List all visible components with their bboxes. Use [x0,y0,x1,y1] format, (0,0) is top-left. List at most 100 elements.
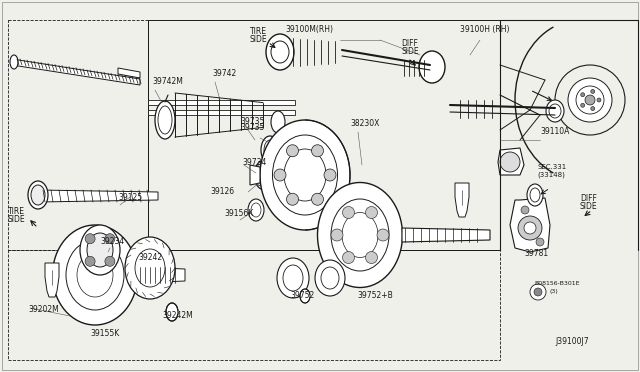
Ellipse shape [166,303,178,321]
Text: 39742M: 39742M [152,77,183,86]
Circle shape [85,256,95,266]
Circle shape [580,93,585,97]
Circle shape [591,106,595,110]
Polygon shape [45,263,59,297]
Circle shape [585,95,595,105]
Circle shape [342,206,355,218]
Text: 39100M(RH): 39100M(RH) [285,25,333,34]
Circle shape [518,216,542,240]
Text: 38230X: 38230X [350,119,380,128]
Circle shape [257,178,265,186]
Circle shape [312,193,323,205]
Polygon shape [137,267,185,283]
Circle shape [500,152,520,172]
Circle shape [591,89,595,93]
Ellipse shape [260,120,350,230]
Circle shape [521,206,529,214]
Ellipse shape [28,181,48,209]
Polygon shape [148,110,295,115]
Polygon shape [12,59,140,85]
Circle shape [85,234,95,244]
Circle shape [324,169,336,181]
Polygon shape [148,100,295,105]
Circle shape [568,78,612,122]
Text: 39752+B: 39752+B [357,291,393,300]
Text: 39742: 39742 [212,69,236,78]
Ellipse shape [248,199,264,221]
Text: 39781: 39781 [524,249,548,258]
Circle shape [534,288,542,296]
Ellipse shape [254,160,276,190]
Circle shape [274,169,286,181]
Circle shape [365,251,378,263]
Ellipse shape [300,289,310,303]
Ellipse shape [315,260,345,296]
Ellipse shape [87,233,113,267]
Ellipse shape [277,258,309,298]
Text: DIFF: DIFF [401,39,418,48]
Text: 39155K: 39155K [90,329,119,338]
Text: SEC.331: SEC.331 [537,164,566,170]
Polygon shape [38,190,158,202]
Ellipse shape [80,225,120,275]
Text: 39126: 39126 [210,187,234,196]
Ellipse shape [155,101,175,139]
Text: 39202M: 39202M [28,305,59,314]
Ellipse shape [52,225,138,325]
Circle shape [377,229,389,241]
Text: 39234: 39234 [100,237,124,246]
Circle shape [287,145,298,157]
Circle shape [524,222,536,234]
Text: J39100J7: J39100J7 [555,337,589,346]
Text: 39156K: 39156K [224,209,253,218]
Circle shape [530,284,546,300]
Polygon shape [510,198,550,252]
Circle shape [105,234,115,244]
Text: B08156-B301E: B08156-B301E [534,281,579,286]
Text: 39242M: 39242M [162,311,193,320]
Polygon shape [402,228,490,242]
Text: TIRE: TIRE [8,207,25,216]
Circle shape [342,251,355,263]
Ellipse shape [317,183,403,288]
Circle shape [536,238,544,246]
Text: 39735: 39735 [240,117,264,126]
Text: 39734: 39734 [242,158,266,167]
Polygon shape [498,148,524,175]
Circle shape [597,98,601,102]
Circle shape [257,164,265,172]
Text: 39752: 39752 [290,291,314,300]
Text: 39735: 39735 [240,123,264,132]
Text: (33148): (33148) [537,171,565,178]
Text: 39125: 39125 [118,193,142,202]
Circle shape [580,103,585,107]
Ellipse shape [271,111,285,133]
Ellipse shape [31,185,45,205]
Ellipse shape [546,100,564,122]
Text: SIDE: SIDE [580,202,598,211]
Text: 39110A: 39110A [540,127,570,136]
Ellipse shape [10,55,18,69]
Text: 39100H (RH): 39100H (RH) [460,25,509,34]
Ellipse shape [419,51,445,83]
Polygon shape [455,183,469,217]
Text: 39242: 39242 [138,253,162,262]
Circle shape [269,171,277,179]
Text: TIRE: TIRE [250,27,267,36]
Circle shape [312,145,323,157]
Ellipse shape [125,237,175,299]
Ellipse shape [527,184,543,206]
Circle shape [365,206,378,218]
Polygon shape [250,165,260,185]
Text: SIDE: SIDE [250,35,268,44]
Text: SIDE: SIDE [401,47,419,56]
Circle shape [331,229,343,241]
Text: (3): (3) [550,289,559,294]
Circle shape [105,256,115,266]
Polygon shape [118,68,140,78]
Ellipse shape [261,136,279,164]
Text: SIDE: SIDE [8,215,26,224]
Ellipse shape [266,34,294,70]
Text: DIFF: DIFF [580,194,597,203]
Circle shape [287,193,298,205]
